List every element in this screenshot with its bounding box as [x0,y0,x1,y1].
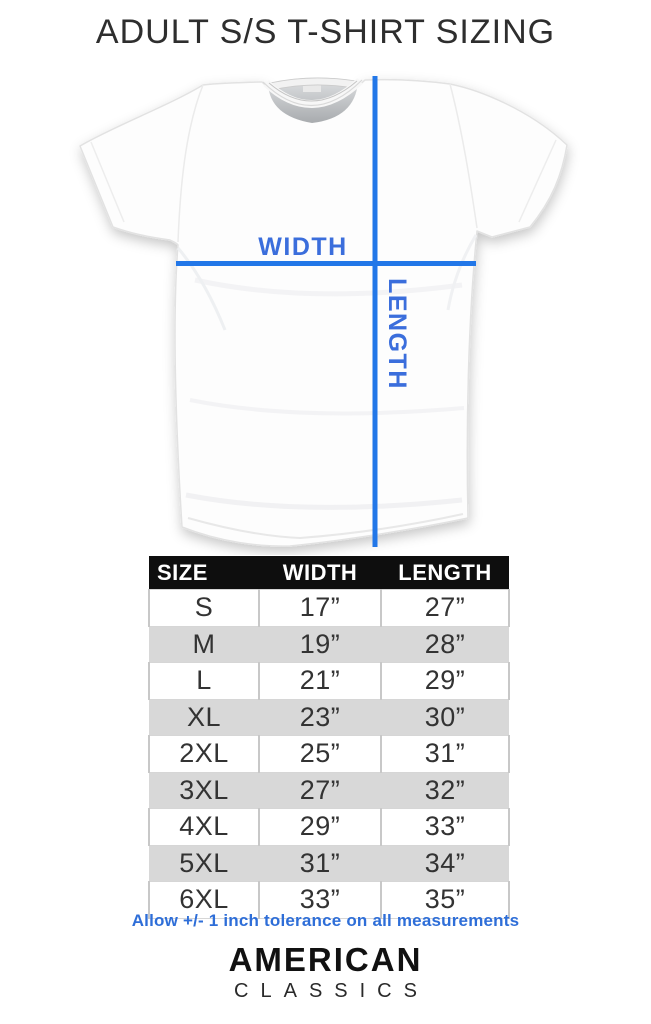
wrinkle-line [194,277,463,297]
length-cell: 32” [381,772,509,809]
size-chart-table: SIZE WIDTH LENGTH S 17” 27” M 19” 28” L … [148,556,510,919]
table-row: M 19” 28” [149,626,509,663]
armhole-seam [177,84,204,243]
width-cell: 23” [259,699,381,736]
size-cell: XL [149,699,259,736]
size-cell: 5XL [149,845,259,882]
length-cell: 33” [380,808,510,846]
table-row: 5XL 31” 34” [149,845,509,882]
length-cell: 29” [380,662,510,700]
width-measure-line [176,261,476,266]
collar-tag [303,82,321,92]
sleeve-cuff-seam [90,141,125,223]
length-cell: 27” [380,589,510,627]
width-cell: 31” [259,845,381,882]
width-cell: 29” [258,808,382,846]
width-cell: 21” [258,662,382,700]
table-header-row: SIZE WIDTH LENGTH [149,556,509,590]
collar-band-outer-edge [262,79,363,107]
brand-subtitle: CLASSICS [234,980,429,1002]
size-cell: M [149,626,259,663]
tshirt-measurement-diagram: WIDTH LENGTH [79,76,568,547]
column-header-length: LENGTH [381,556,509,590]
armhole-seam [449,83,478,229]
brand-name: AMERICAN [228,941,423,978]
wrinkle-line [189,398,465,416]
length-cell: 34” [381,845,509,882]
table-row: L 21” 29” [148,662,510,700]
collar-band-inner-edge [268,80,358,102]
table-row: 4XL 29” 33” [148,808,510,846]
table-row: 6XL 33” 35” [148,881,510,919]
tshirt-body [79,78,568,547]
table-row: XL 23” 30” [149,699,509,736]
width-cell: 19” [259,626,381,663]
page-title: ADULT S/S T-SHIRT SIZING [95,13,556,51]
size-cell: 3XL [149,772,259,809]
width-cell: 33” [258,881,382,919]
size-cell: S [148,589,260,627]
width-cell: 25” [258,735,382,773]
size-cell: 4XL [148,808,260,846]
width-measure-label: WIDTH [258,233,347,261]
size-cell: 2XL [148,735,260,773]
length-measure-line [372,76,378,547]
brand-logo: AMERICAN CLASSICS [0,943,651,1002]
wrinkle-line [185,492,463,510]
table-row: S 17” 27” [148,589,510,627]
length-cell: 31” [380,735,510,773]
column-header-width: WIDTH [259,556,381,590]
width-cell: 17” [258,589,382,627]
hem-fold-line [187,513,464,540]
length-measure-label: LENGTH [383,278,411,390]
sleeve-cuff-seam [518,139,557,223]
length-cell: 35” [380,881,510,919]
underarm-crease [176,247,227,331]
column-header-size: SIZE [149,556,259,590]
size-cell: L [148,662,260,700]
width-cell: 27” [259,772,381,809]
length-cell: 30” [381,699,509,736]
table-row: 2XL 25” 31” [148,735,510,773]
collar-front-band [263,78,363,108]
length-cell: 28” [381,626,509,663]
tolerance-note: Allow +/- 1 inch tolerance on all measur… [131,911,520,930]
underarm-crease [446,234,478,311]
size-cell: 6XL [148,881,260,919]
table-row: 3XL 27” 32” [149,772,509,809]
